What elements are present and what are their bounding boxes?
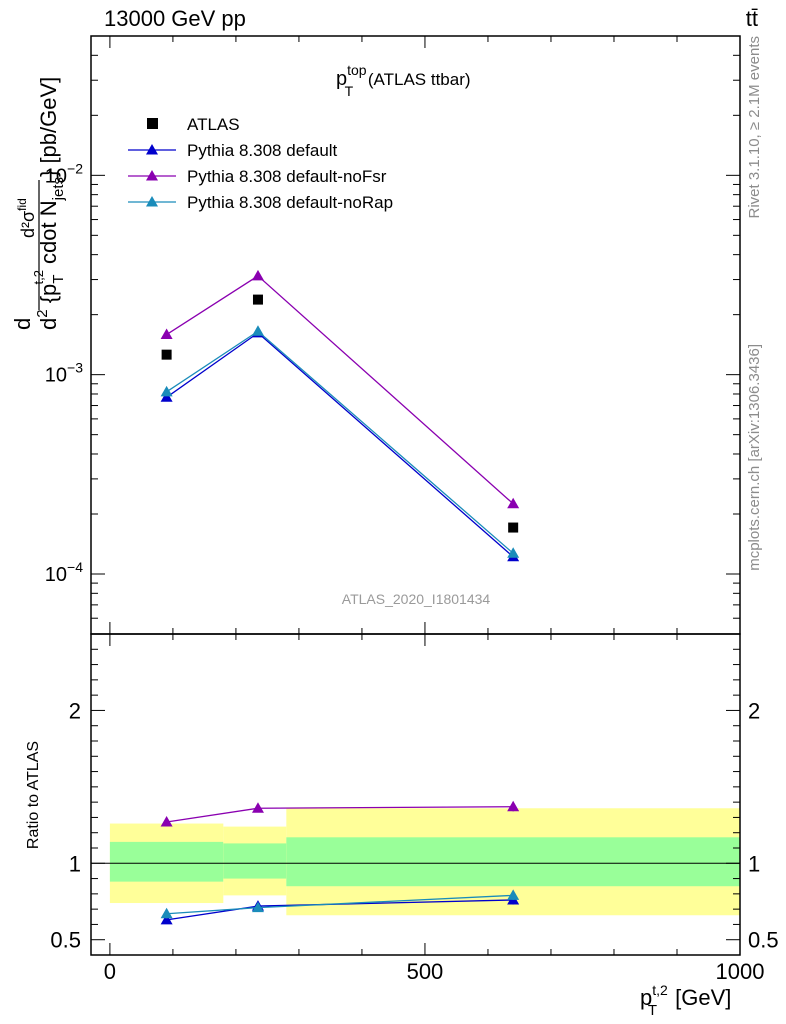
atlas-data-point xyxy=(508,522,519,533)
series-3-point xyxy=(251,325,264,336)
ratio-series-0-point xyxy=(160,913,173,925)
series-2-point xyxy=(507,497,520,509)
legend-label: Pythia 8.308 default xyxy=(187,141,338,160)
analysis-tag: ATLAS_2020_I1801434 xyxy=(342,591,491,607)
ratio-series-2-point xyxy=(160,907,173,919)
legend-label: Pythia 8.308 default-noFsr xyxy=(187,167,387,186)
legend-label: Pythia 8.308 default-noRap xyxy=(187,193,393,212)
legend-marker-atlas xyxy=(147,118,158,129)
energy-label: 13000 GeV pp xyxy=(104,6,246,31)
y-axis-label: d d2 {pTt,2 cdot Njets} [pb/GeV]d²σfid xyxy=(10,77,67,330)
ratio-series-1-point xyxy=(160,816,173,827)
stat-uncertainty-band-2 xyxy=(286,837,740,887)
ratio-y-tick-label-right: 2 xyxy=(748,698,760,723)
series-1-point xyxy=(160,391,173,402)
y-tick-label: 10−4 xyxy=(45,559,83,586)
ratio-series-1-point xyxy=(507,800,520,812)
ratio-series-2-point xyxy=(251,901,264,913)
series-2-line xyxy=(166,275,514,505)
ratio-y-tick-label-right: 0.5 xyxy=(748,928,779,953)
y-axis-label-inner: d²σfid xyxy=(15,198,38,238)
series-1-line xyxy=(166,332,514,558)
series-2-point xyxy=(160,328,173,340)
stat-uncertainty-band-1 xyxy=(223,843,287,879)
series-3-point xyxy=(507,547,520,558)
x-tick-label: 500 xyxy=(407,959,444,984)
legend-marker xyxy=(146,144,158,155)
x-tick-label: 0 xyxy=(104,959,116,984)
legend-label: ATLAS xyxy=(187,115,240,134)
ratio-series-2-point xyxy=(507,889,520,900)
atlas-data-point xyxy=(161,349,172,360)
ratio-y-tick-label-left: 0.5 xyxy=(50,928,81,953)
y-axis-label-part: d2 {pTt,2 cdot Njets} [pb/GeV] xyxy=(31,77,67,330)
series-3-line xyxy=(166,330,514,554)
ratio-y-tick-label-left: 2 xyxy=(69,698,81,723)
legend-marker xyxy=(146,170,158,181)
y-tick-label: 10−2 xyxy=(45,160,83,187)
ratio-y-tick-label-right: 1 xyxy=(748,851,760,876)
series-2-point xyxy=(251,269,264,281)
ratio-y-axis-label: Ratio to ATLAS xyxy=(25,741,42,849)
x-axis-label: pt,2 T [GeV] xyxy=(640,982,731,1019)
x-tick-label: 1000 xyxy=(716,959,765,984)
y-tick-label: 10−3 xyxy=(45,360,83,387)
ratio-series-1-point xyxy=(251,802,264,813)
ratio-y-tick-label-left: 1 xyxy=(69,851,81,876)
legend-marker xyxy=(146,196,158,207)
atlas-data-point xyxy=(252,294,263,305)
ratio-plot-frame xyxy=(90,633,741,956)
process-label: tt̄ xyxy=(745,6,758,31)
y-axis-label-part: d xyxy=(10,318,35,330)
stat-uncertainty-band-0 xyxy=(109,841,224,882)
chart-title: ptop T (ATLAS ttbar) xyxy=(336,62,471,99)
series-3-point xyxy=(160,385,173,397)
